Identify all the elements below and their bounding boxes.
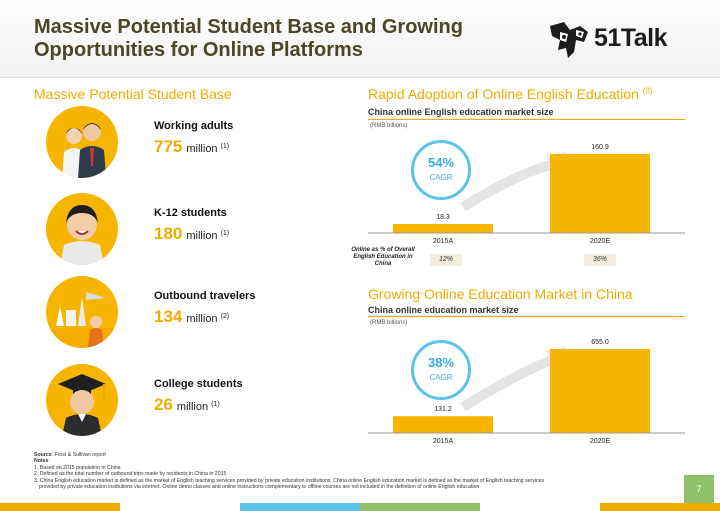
student-base-heading: Massive Potential Student Base	[34, 86, 232, 102]
chart2-rule	[368, 316, 685, 317]
chart2-data-label: 655.0	[591, 339, 609, 346]
chart2-cagr-badge: 38% CAGR	[411, 340, 471, 400]
note-3-continued: provided by private education institutio…	[39, 484, 480, 491]
chart1-heading-note: (3)	[642, 86, 653, 96]
segment-number: 134	[154, 307, 183, 326]
k12-student-avatar	[46, 193, 118, 265]
chart2-growth-arrow	[460, 354, 556, 412]
segment-note: (1)	[211, 401, 220, 408]
segment-unit: million	[186, 230, 218, 242]
note-2: 2. Defined as the total number of outbou…	[34, 471, 227, 478]
note-1: 1. Based on 2015 population in China	[34, 464, 121, 471]
chart2-svg: 131.2 2015A 655.0 2020E	[368, 339, 685, 445]
chart1-heading: Rapid Adoption of Online English Educati…	[368, 86, 653, 102]
notes-label-line: Notes:	[34, 458, 50, 465]
chart1-cagr-badge: 54% CAGR	[411, 140, 471, 200]
chart2-subtitle: China online education market size	[368, 305, 519, 315]
chart1-data-label: 160.9	[591, 144, 609, 151]
slide-header: Massive Potential Student Base and Growi…	[0, 0, 720, 78]
chart1-bar	[393, 224, 493, 233]
chart2-unit: (RMB billions)	[370, 320, 408, 326]
chart2-cagr-value: 38%	[427, 355, 455, 370]
chart1-bar	[550, 154, 650, 233]
segment-college-students: College students 26 million (1)	[40, 364, 330, 438]
source-label: Source	[34, 452, 52, 458]
segment-number: 775	[154, 137, 183, 156]
segment-name: College students	[154, 378, 243, 390]
page-number: 7	[684, 475, 714, 503]
online-share-2015: 12%	[430, 254, 462, 266]
chart2-data-label: 131.2	[434, 406, 452, 413]
chart1-data-label: 18.3	[436, 214, 450, 221]
outbound-travelers-avatar	[46, 276, 118, 348]
chart1-rule	[368, 119, 685, 120]
footnotes: Source: Frost & Sullivan report Notes: 1…	[34, 452, 674, 490]
segment-value: 26 million (1)	[154, 395, 220, 415]
segment-name: Working adults	[154, 120, 234, 132]
segment-name: K-12 students	[154, 207, 227, 219]
chart1-heading-text: Rapid Adoption of Online English Educati…	[368, 86, 639, 102]
slide-title: Massive Potential Student Base and Growi…	[34, 16, 514, 62]
chart2-tick-label: 2015A	[433, 438, 454, 445]
online-share-row: Online as % of Overall English Education…	[348, 247, 688, 273]
segment-unit: million	[186, 313, 218, 325]
chart1-cagr-value: 54%	[427, 155, 455, 170]
segment-value: 180 million (1)	[154, 224, 229, 244]
chart1-svg: 18.3 2015A 160.9 2020E	[368, 144, 685, 245]
mascot-icon	[550, 22, 588, 58]
chart1-tick-label: 2020E	[590, 238, 611, 245]
segment-outbound-travelers: Outbound travelers 134 million (2)	[40, 276, 330, 350]
segment-name: Outbound travelers	[154, 290, 256, 302]
chart1-subtitle: China online English education market si…	[368, 107, 554, 117]
segment-k12-students: K-12 students 180 million (1)	[40, 193, 330, 267]
source-line: Source: Frost & Sullivan report	[34, 452, 674, 458]
segment-note: (2)	[220, 313, 230, 320]
segment-note: (1)	[220, 230, 230, 237]
source-text: : Frost & Sullivan report	[51, 452, 106, 458]
chart1-unit: (RMB billions)	[370, 123, 408, 129]
chart2-bar	[393, 416, 493, 433]
online-share-2020: 36%	[584, 254, 616, 266]
bottom-color-bar	[0, 503, 720, 511]
segment-number: 180	[154, 224, 183, 243]
notes-label: Notes	[34, 458, 49, 465]
slide-title-line-1: Massive Potential Student Base and Growi…	[34, 16, 463, 38]
segment-note: (1)	[220, 143, 230, 150]
chart2-cagr-label: CAGR	[429, 373, 453, 382]
segment-working-adults: Working adults 775 million (1)	[40, 106, 330, 180]
chart1-tick-label: 2015A	[433, 238, 454, 245]
segment-unit: million	[186, 143, 218, 155]
brand-logo: 51Talk	[546, 20, 696, 60]
segment-number: 26	[154, 395, 173, 414]
note-3: 3. China English education market is def…	[34, 477, 545, 484]
chart1-cagr-label: CAGR	[429, 173, 453, 182]
segment-value: 134 million (2)	[154, 307, 229, 327]
online-share-label: Online as % of Overall English Education…	[351, 247, 415, 267]
slide-title-line-2: Opportunities for Online Platforms	[34, 39, 363, 61]
brand-name: 51Talk	[594, 24, 667, 52]
segment-unit: million	[176, 401, 209, 413]
chart2-heading: Growing Online Education Market in China	[368, 286, 633, 302]
chart2-bar	[550, 349, 650, 433]
chart1-growth-arrow	[460, 159, 556, 212]
college-student-avatar	[46, 364, 118, 436]
working-adults-avatar	[46, 106, 118, 178]
segment-value: 775 million (1)	[154, 137, 229, 157]
chart2-tick-label: 2020E	[590, 438, 611, 445]
